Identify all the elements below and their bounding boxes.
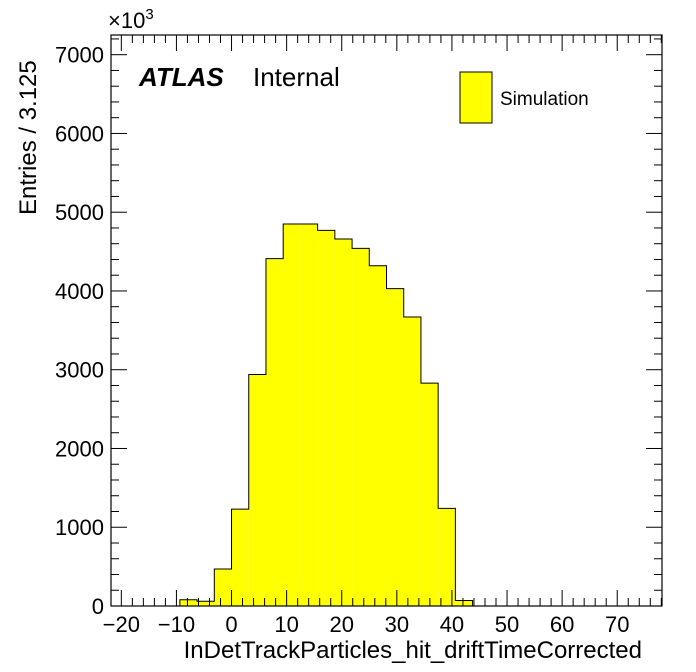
x-axis-title: InDetTrackParticles_hit_driftTimeCorrect… — [184, 637, 642, 664]
histogram-bar — [214, 568, 232, 606]
x-tick-label: 70 — [605, 612, 629, 637]
histogram-bar — [386, 288, 404, 606]
y-tick-labels: 0 1000 2000 3000 4000 5000 6000 7000 — [55, 43, 104, 619]
plot-frame — [110, 34, 663, 607]
x-tick-label: 10 — [274, 612, 298, 637]
histogram-bar — [197, 601, 215, 606]
y-tick-label: 7000 — [55, 43, 104, 68]
histogram-bar — [179, 599, 198, 606]
y-tick-label: 1000 — [55, 515, 104, 540]
legend: Simulation — [459, 71, 589, 124]
histogram-outline-path — [179, 223, 474, 606]
x-tick-label: 40 — [440, 612, 464, 637]
y-tick-label: 3000 — [55, 358, 104, 383]
x-tick-label: 0 — [225, 612, 237, 637]
legend-label-simulation: Simulation — [500, 89, 589, 110]
y-tick-label: 0 — [92, 594, 104, 619]
x-tick-label: 20 — [329, 612, 353, 637]
legend-swatch-simulation — [459, 71, 493, 124]
histogram-bar — [265, 258, 284, 606]
histogram-bar — [403, 316, 421, 606]
histogram-bar — [300, 224, 318, 606]
histogram-bars — [179, 224, 473, 607]
histogram-bar — [248, 374, 266, 606]
histogram-bar — [369, 265, 387, 606]
y-scale-multiplier: ×103 — [108, 6, 154, 33]
y-tick-label: 4000 — [55, 279, 104, 304]
x-tick-labels: −20 −10 0 10 20 30 40 50 60 70 — [103, 612, 630, 637]
histogram-bar — [438, 508, 456, 606]
histogram-bar — [455, 600, 473, 606]
histogram-bar — [317, 230, 335, 606]
histogram-outline — [179, 223, 474, 606]
x-tick-label: −20 — [103, 612, 140, 637]
x-tick-label: 30 — [385, 612, 409, 637]
y-tick-label: 2000 — [55, 436, 104, 461]
x-axis-ticks — [120, 35, 662, 606]
histogram-bar — [231, 509, 249, 606]
y-tick-label: 5000 — [55, 200, 104, 225]
histogram-bar — [420, 383, 439, 606]
x-tick-label: 50 — [495, 612, 519, 637]
y-scale-exponent: 3 — [145, 6, 153, 23]
y-axis-title: Entries / 3.125 — [15, 60, 42, 215]
histogram-bar — [334, 238, 353, 606]
histogram-bar — [352, 248, 370, 607]
x-tick-label: 60 — [550, 612, 574, 637]
atlas-label: ATLAS — [138, 62, 224, 92]
y-tick-label: 6000 — [55, 121, 104, 146]
x-tick-label: −10 — [158, 612, 195, 637]
internal-label: Internal — [253, 62, 340, 92]
histogram-bar — [283, 224, 301, 606]
y-axis-ticks — [111, 38, 662, 607]
y-scale-base: ×10 — [108, 8, 145, 33]
